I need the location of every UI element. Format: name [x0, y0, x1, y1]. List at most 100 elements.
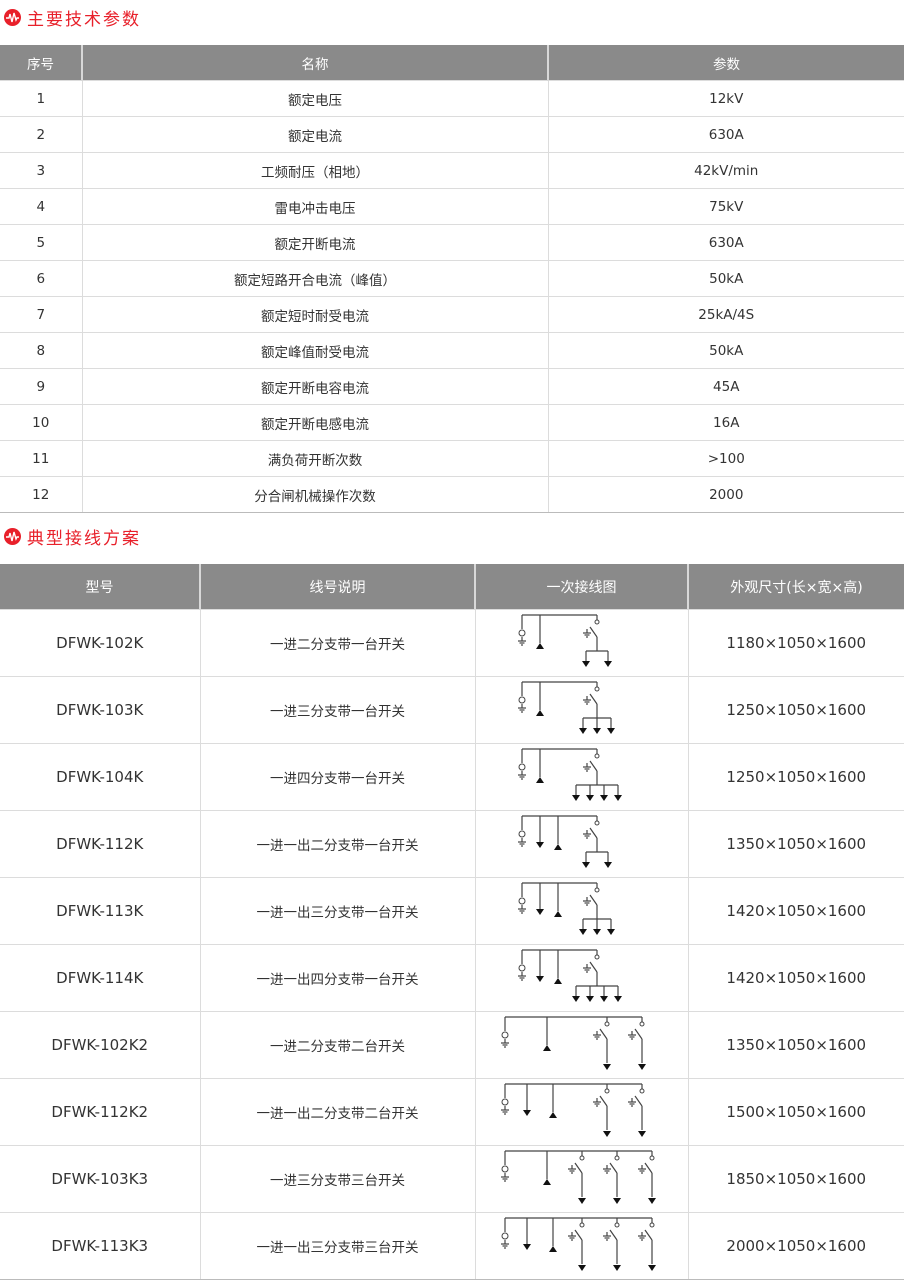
scheme-model: DFWK-112K2: [0, 1078, 200, 1146]
switch-contact-icon: [594, 820, 599, 826]
down-arrow-icon: [602, 1131, 611, 1137]
down-arrow-icon: [603, 862, 612, 868]
voltage-indicator-icon: [518, 763, 525, 771]
up-arrow-icon: [553, 978, 562, 984]
scheme-model: DFWK-102K2: [0, 1011, 200, 1079]
scheme-size: 1250×1050×1600: [687, 743, 904, 811]
scheme-diagram: [474, 743, 688, 811]
switch-contact-icon: [649, 1222, 654, 1228]
param-row: 3 工频耐压（相地） 42kV/min: [0, 152, 904, 189]
param-value: 12kV: [547, 80, 904, 117]
down-arrow-icon: [535, 909, 544, 915]
switch-contact-icon: [579, 1222, 584, 1228]
wiring-diagram: [500, 1150, 656, 1204]
scheme-size: 1850×1050×1600: [687, 1145, 904, 1213]
switch-blade: [589, 894, 597, 906]
switch-blade: [644, 1229, 652, 1241]
param-row: 8 额定峰值耐受电流 50kA: [0, 332, 904, 369]
scheme-size: 2000×1050×1600: [687, 1212, 904, 1280]
wiring-diagram: [500, 1217, 656, 1271]
section-title-schemes: 典型接线方案: [4, 524, 141, 549]
param-index: 10: [0, 404, 82, 441]
section-title-text: 主要技术参数: [27, 10, 141, 30]
scheme-desc: 一进一出二分支带二台开关: [199, 1078, 475, 1146]
switch-contact-icon: [604, 1021, 609, 1027]
param-row: 5 额定开断电流 630A: [0, 224, 904, 261]
down-arrow-icon: [603, 661, 612, 667]
param-name: 满负荷开断次数: [81, 440, 548, 477]
param-row: 2 额定电流 630A: [0, 116, 904, 153]
param-value: 42kV/min: [547, 152, 904, 189]
switch-blade: [599, 1095, 607, 1107]
scheme-model: DFWK-104K: [0, 743, 200, 811]
param-row: 6 额定短路开合电流（峰值） 50kA: [0, 260, 904, 297]
switch-contact-icon: [639, 1021, 644, 1027]
wiring-diagram: [500, 1016, 646, 1070]
scheme-desc: 一进二分支带一台开关: [199, 609, 475, 677]
down-arrow-icon: [578, 929, 587, 935]
scheme-desc: 一进四分支带一台开关: [199, 743, 475, 811]
header-index: 序号: [0, 45, 82, 81]
wiring-diagram: [517, 748, 622, 801]
voltage-indicator-icon: [501, 1165, 508, 1173]
param-name: 雷电冲击电压: [81, 188, 548, 225]
param-name: 额定短路开合电流（峰值）: [81, 260, 548, 297]
wiring-diagram: [500, 1083, 646, 1137]
down-arrow-icon: [585, 795, 594, 801]
section-title-params: 主要技术参数: [4, 5, 141, 30]
param-name: 额定开断电感电流: [81, 404, 548, 441]
voltage-indicator-icon: [501, 1031, 508, 1039]
param-row: 9 额定开断电容电流 45A: [0, 368, 904, 405]
switch-contact-icon: [594, 753, 599, 759]
scheme-row: DFWK-114K 一进一出四分支带一台开关 1420×1050×1600: [0, 944, 904, 1012]
up-arrow-icon: [548, 1112, 557, 1118]
down-arrow-icon: [535, 842, 544, 848]
voltage-indicator-icon: [501, 1098, 508, 1106]
param-row: 1 额定电压 12kV: [0, 80, 904, 117]
header-desc: 线号说明: [199, 564, 475, 610]
scheme-diagram: [474, 609, 688, 677]
scheme-size: 1500×1050×1600: [687, 1078, 904, 1146]
scheme-diagram: [474, 676, 688, 744]
wiring-diagram: [517, 681, 615, 734]
down-arrow-icon: [612, 1265, 621, 1271]
scheme-desc: 一进三分支带一台开关: [199, 676, 475, 744]
switch-contact-icon: [604, 1088, 609, 1094]
header-size: 外观尺寸(长×宽×高): [687, 564, 904, 610]
scheme-size: 1250×1050×1600: [687, 676, 904, 744]
switch-contact-icon: [594, 619, 599, 625]
down-arrow-icon: [581, 862, 590, 868]
scheme-row: DFWK-112K2 一进一出二分支带二台开关 1500×1050×1600: [0, 1078, 904, 1146]
switch-contact-icon: [594, 887, 599, 893]
param-value: 50kA: [547, 332, 904, 369]
down-arrow-icon: [577, 1265, 586, 1271]
down-arrow-icon: [592, 728, 601, 734]
switch-blade: [609, 1162, 617, 1174]
scheme-row: DFWK-103K 一进三分支带一台开关 1250×1050×1600: [0, 676, 904, 744]
param-index: 2: [0, 116, 82, 153]
scheme-model: DFWK-102K: [0, 609, 200, 677]
down-arrow-icon: [606, 929, 615, 935]
scheme-desc: 一进一出三分支带一台开关: [199, 877, 475, 945]
scheme-size: 1420×1050×1600: [687, 877, 904, 945]
down-arrow-icon: [522, 1244, 531, 1250]
switch-blade: [574, 1162, 582, 1174]
param-name: 额定电压: [81, 80, 548, 117]
down-arrow-icon: [577, 1198, 586, 1204]
wiring-diagram: [517, 949, 622, 1002]
param-name: 额定电流: [81, 116, 548, 153]
param-row: 12 分合闸机械操作次数 2000: [0, 476, 904, 513]
scheme-size: 1180×1050×1600: [687, 609, 904, 677]
scheme-size: 1350×1050×1600: [687, 1011, 904, 1079]
scheme-desc: 一进三分支带三台开关: [199, 1145, 475, 1213]
param-name: 工频耐压（相地）: [81, 152, 548, 189]
scheme-model: DFWK-113K3: [0, 1212, 200, 1280]
down-arrow-icon: [647, 1265, 656, 1271]
param-row: 11 满负荷开断次数 >100: [0, 440, 904, 477]
scheme-model: DFWK-103K: [0, 676, 200, 744]
switch-contact-icon: [614, 1155, 619, 1161]
waveform-icon: [4, 528, 21, 545]
param-index: 9: [0, 368, 82, 405]
wiring-diagram: [517, 614, 612, 667]
param-value: 75kV: [547, 188, 904, 225]
